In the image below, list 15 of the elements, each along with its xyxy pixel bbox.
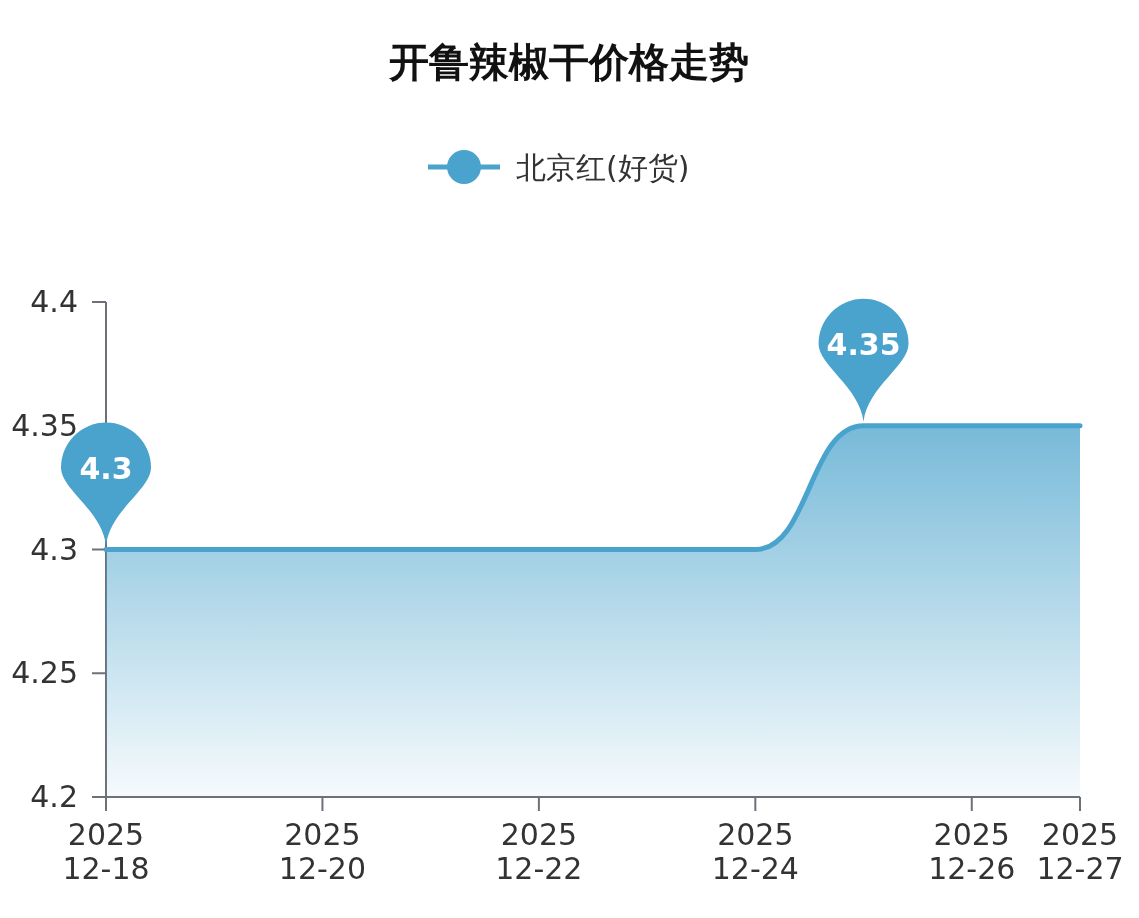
y-tick-label: 4.2 [30, 779, 78, 814]
x-tick-label: 2025 12-20 [278, 817, 367, 886]
y-tick-label: 4.3 [30, 531, 78, 567]
data-label: 4.3 [79, 450, 133, 486]
legend-label: 北京红(好货) [516, 150, 690, 185]
y-tick-label: 4.25 [11, 655, 78, 691]
x-tick-label: 2025 12-22 [495, 817, 583, 886]
y-tick-label: 4.4 [30, 284, 78, 319]
x-tick-label: 2025 12-24 [711, 817, 799, 886]
data-label: 4.35 [826, 326, 901, 362]
x-tick-label: 2025 12-18 [62, 817, 150, 886]
x-tick-label: 2025 12-27 [1036, 817, 1124, 886]
x-tick-label: 2025 12-26 [928, 817, 1016, 886]
chart-title: 开鲁辣椒干价格走势 [388, 39, 749, 85]
y-tick-label: 4.35 [11, 407, 78, 443]
